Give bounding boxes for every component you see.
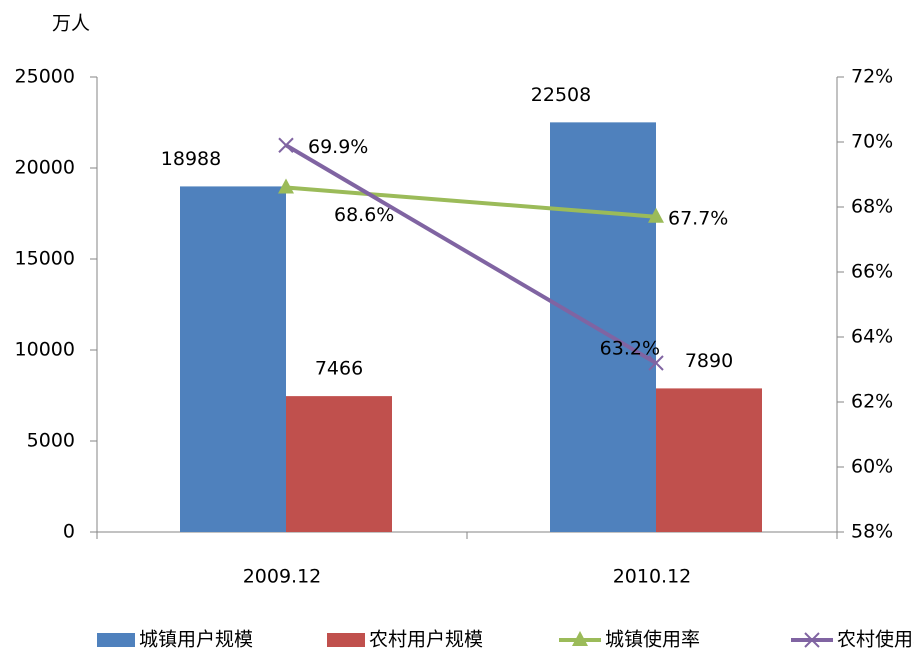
- y-tick-label: 20000: [15, 157, 75, 179]
- legend-label: 农村使用率: [837, 629, 914, 651]
- x-tick-label: 2009.12: [243, 566, 322, 588]
- legend-marker: [804, 632, 820, 648]
- line-value-label: 68.6%: [334, 204, 394, 226]
- legend-swatch: [327, 633, 365, 647]
- line-value-label: 63.2%: [600, 338, 660, 360]
- legend-label: 城镇用户规模: [139, 629, 253, 651]
- marker: [278, 137, 294, 153]
- line: [285, 185, 657, 219]
- y-axis-unit: 万人: [52, 13, 90, 35]
- legend-marker: [572, 631, 588, 646]
- legend-label: 农村用户规模: [369, 629, 483, 651]
- y2-tick-label: 64%: [851, 326, 893, 348]
- bar-value-label: 7466: [315, 358, 363, 380]
- bar: [550, 122, 656, 532]
- y-tick-label: 25000: [15, 66, 75, 88]
- y-tick-label: 15000: [15, 248, 75, 270]
- bar: [656, 388, 762, 532]
- line-value-label: 69.9%: [308, 136, 368, 158]
- bar-value-label: 22508: [531, 84, 591, 106]
- y-tick-label: 10000: [15, 339, 75, 361]
- y2-tick-label: 62%: [851, 391, 893, 413]
- y-tick-label: 0: [63, 521, 75, 543]
- marker: [278, 178, 294, 194]
- line: [284, 143, 658, 365]
- bar: [286, 396, 392, 532]
- x-tick-label: 2010.12: [613, 566, 692, 588]
- bar-value-label: 18988: [161, 148, 221, 170]
- y-tick-label: 5000: [27, 430, 75, 452]
- bar: [180, 186, 286, 532]
- line-value-label: 67.7%: [668, 207, 728, 229]
- y2-tick-label: 70%: [851, 131, 893, 153]
- y2-tick-label: 68%: [851, 196, 893, 218]
- y2-tick-label: 72%: [851, 66, 893, 88]
- legend-label: 城镇使用率: [605, 629, 700, 651]
- legend-swatch: [97, 633, 135, 647]
- y2-tick-label: 60%: [851, 456, 893, 478]
- bar-value-label: 7890: [685, 350, 733, 372]
- y2-tick-label: 58%: [851, 521, 893, 543]
- marker: [648, 207, 664, 223]
- y2-tick-label: 66%: [851, 261, 893, 283]
- marker: [648, 355, 664, 371]
